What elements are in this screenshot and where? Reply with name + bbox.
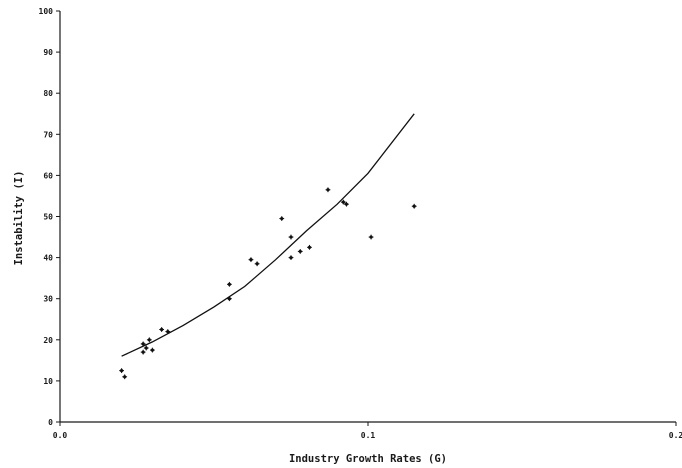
x-axis-ticks: 0.0 0.1 0.2	[53, 422, 682, 440]
data-point	[248, 257, 254, 263]
y-tick-label: 50	[43, 213, 53, 222]
y-tick-label: 20	[43, 336, 53, 345]
data-point	[140, 341, 146, 347]
y-axis-ticks: 0 10 20 30 40 50 60 70 80 90 100	[39, 7, 60, 427]
x-tick-label: 0.0	[53, 431, 68, 440]
data-point	[254, 261, 260, 267]
y-tick-label: 10	[43, 377, 53, 386]
data-point	[325, 187, 331, 193]
data-point	[368, 234, 374, 240]
data-point	[140, 349, 146, 355]
data-point	[279, 216, 285, 221]
data-point	[143, 345, 149, 351]
data-point	[119, 368, 124, 374]
data-points	[119, 187, 417, 380]
data-point	[159, 327, 165, 332]
y-tick-label: 30	[43, 295, 53, 304]
x-tick-label: 0.2	[669, 431, 682, 440]
y-tick-label: 0	[48, 418, 53, 427]
y-axis-title: Instability (I)	[13, 171, 25, 266]
data-point	[297, 249, 303, 254]
y-tick-label: 60	[43, 171, 53, 180]
data-point	[340, 199, 346, 205]
data-point	[165, 329, 171, 334]
data-point	[227, 296, 232, 302]
x-tick-label: 0.1	[361, 431, 376, 440]
data-point	[307, 244, 312, 250]
data-point	[288, 255, 294, 260]
data-point	[288, 234, 294, 240]
y-tick-label: 90	[43, 48, 53, 57]
y-tick-label: 100	[39, 7, 54, 16]
x-axis-title: Industry Growth Rates (G)	[289, 453, 447, 465]
data-point	[122, 374, 128, 380]
data-point	[344, 201, 349, 207]
y-tick-label: 70	[43, 130, 53, 139]
data-point	[146, 337, 152, 343]
y-tick-label: 40	[43, 254, 53, 263]
y-tick-label: 80	[43, 89, 53, 98]
data-point	[411, 203, 417, 209]
data-point	[150, 347, 155, 353]
fitted-curve	[121, 113, 415, 357]
plot-frame	[59, 11, 676, 423]
data-point	[227, 281, 232, 287]
